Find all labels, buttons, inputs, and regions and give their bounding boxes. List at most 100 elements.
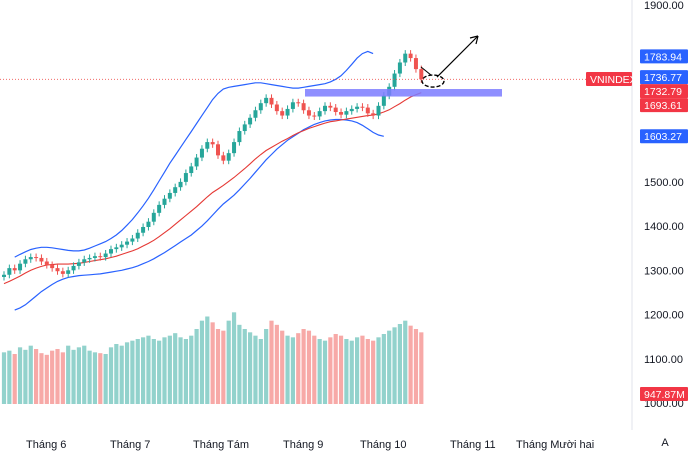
- candle-body: [226, 153, 231, 161]
- volume-bar: [23, 349, 28, 404]
- volume-bar: [237, 324, 242, 404]
- resistance-zone-rect: [305, 89, 502, 97]
- candle-body: [173, 187, 178, 193]
- candle-body: [413, 58, 418, 70]
- price-tag-box: [640, 129, 688, 144]
- symbol-tag-label: VNINDEX: [590, 74, 637, 86]
- time-axis-label: Tháng 7: [110, 439, 150, 451]
- price-tag-label: 1693.61: [644, 100, 682, 112]
- pointer-line: [420, 66, 432, 76]
- time-axis-label: Tháng 6: [26, 439, 66, 451]
- volume-bar: [258, 339, 263, 404]
- candle-body: [221, 155, 226, 161]
- candle-body: [360, 106, 365, 108]
- volume-bar: [210, 322, 215, 404]
- volume-bar: [328, 337, 333, 404]
- candle-body: [248, 117, 253, 125]
- volume-bar: [221, 330, 226, 404]
- candle-body: [71, 265, 76, 271]
- candle-body: [205, 142, 210, 149]
- volume-bar: [183, 339, 188, 404]
- volume-bar: [66, 345, 71, 404]
- candle-body: [76, 262, 81, 266]
- candle-body: [178, 181, 183, 188]
- bollinger-lower-line: [14, 118, 384, 311]
- volume-bar: [205, 316, 210, 404]
- volume-bar: [92, 352, 98, 404]
- candle-body: [280, 111, 285, 116]
- volume-bar: [312, 335, 317, 404]
- highlight-ellipse: [421, 74, 445, 88]
- candle-body: [419, 69, 424, 80]
- candle-body: [141, 226, 146, 233]
- volume-bar: [44, 354, 49, 404]
- volume-bar: [371, 340, 376, 404]
- candle-body: [333, 107, 338, 113]
- price-tick-label: 1900.00: [644, 0, 684, 12]
- candle-body: [232, 142, 237, 154]
- candle-body: [194, 157, 199, 167]
- candle-body: [12, 268, 17, 271]
- volume-bar: [189, 335, 194, 404]
- candle-body: [349, 108, 354, 112]
- volume-bar: [173, 333, 178, 404]
- volume-bar: [119, 345, 124, 404]
- candle-body: [365, 107, 370, 114]
- candle-body: [162, 198, 167, 205]
- candle-body: [39, 257, 44, 262]
- volume-bar: [280, 330, 285, 404]
- candle-body: [301, 103, 306, 111]
- volume-bar: [285, 335, 290, 404]
- time-axis-label: Tháng 11: [450, 439, 496, 451]
- volume-bar: [87, 350, 92, 404]
- volume-bar: [103, 354, 108, 404]
- volume-bar: [381, 334, 386, 404]
- volume-bar: [98, 353, 103, 404]
- price-tag-box: [640, 49, 688, 64]
- candle-body: [2, 274, 6, 277]
- volume-bar: [157, 340, 162, 404]
- candle-body: [103, 253, 108, 258]
- trend-arrow-line: [436, 35, 479, 78]
- volume-bar: [178, 337, 183, 404]
- candle-body: [403, 53, 408, 63]
- candle-body: [50, 265, 55, 269]
- volume-bar: [17, 347, 23, 404]
- candle-body: [323, 105, 327, 112]
- candle-body: [242, 124, 247, 132]
- candle-body: [183, 173, 188, 182]
- candle-body: [237, 131, 242, 143]
- candle-body: [408, 53, 413, 59]
- volume-bar: [194, 329, 199, 404]
- volume-bar: [322, 340, 328, 404]
- candle-body: [66, 270, 71, 274]
- volume-bar: [264, 329, 269, 404]
- moving-average-line: [3, 92, 422, 285]
- volume-bar: [408, 325, 413, 404]
- volume-bar: [301, 329, 306, 404]
- volume-bar: [215, 329, 221, 404]
- candle-body: [114, 247, 119, 250]
- volume-bar: [167, 335, 172, 404]
- candle-body: [119, 244, 124, 248]
- candle-body: [328, 105, 333, 108]
- volume-bar: [365, 339, 370, 404]
- candle-body: [339, 112, 344, 115]
- candle-body: [151, 212, 156, 222]
- candle-body: [18, 263, 23, 271]
- candle-body: [258, 103, 263, 111]
- candle-body: [167, 192, 172, 199]
- candle-body: [34, 257, 39, 259]
- volume-bar: [242, 329, 247, 404]
- auto-scale-button[interactable]: A: [661, 437, 669, 449]
- price-tick-label: 1300.00: [644, 265, 684, 277]
- candle-body: [130, 238, 135, 242]
- volume-bar: [349, 340, 354, 404]
- symbol-tag-box: [586, 71, 632, 86]
- candle-body: [274, 104, 279, 112]
- volume-bar: [151, 339, 156, 404]
- candle-body: [306, 110, 311, 116]
- time-axis-label: Tháng Tám: [193, 439, 249, 451]
- volume-bar: [333, 334, 338, 404]
- candle-body: [397, 62, 402, 74]
